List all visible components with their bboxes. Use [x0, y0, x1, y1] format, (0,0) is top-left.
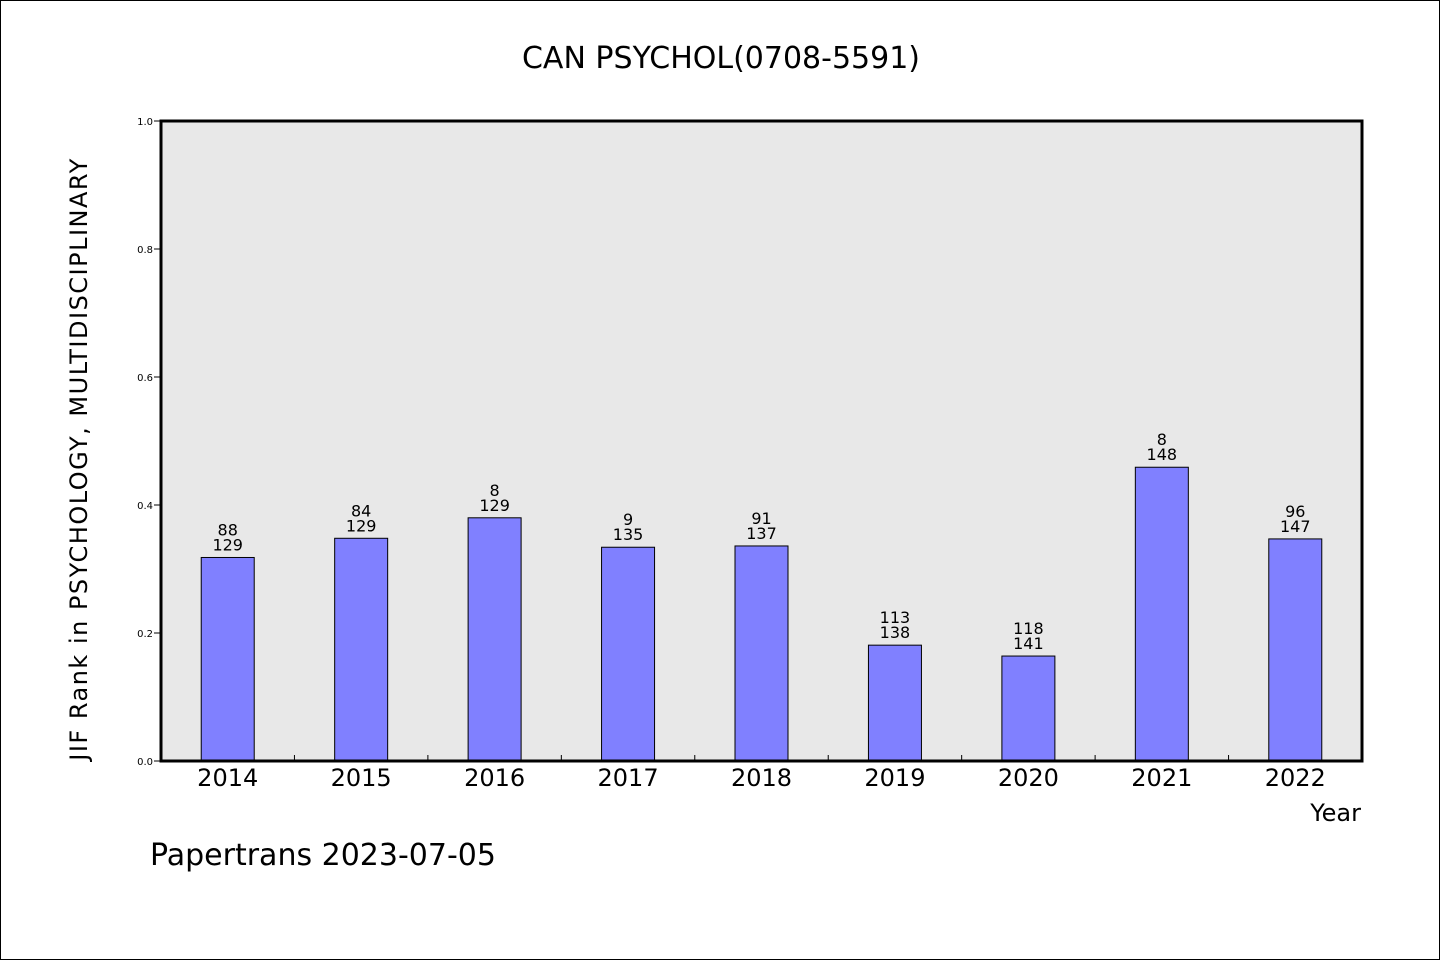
bar-2019 — [867, 644, 922, 762]
y-tick-label: 1.0 — [137, 117, 153, 128]
bar-label-total: 129 — [346, 516, 377, 535]
bar-2015 — [334, 537, 389, 762]
bar-label-rank: 118 — [1013, 619, 1044, 638]
x-tick-label: 2021 — [1131, 764, 1192, 792]
x-axis-label: Year — [1309, 799, 1361, 827]
plot-border — [159, 119, 1364, 763]
bar-label-total: 135 — [613, 525, 644, 544]
bar-2016 — [467, 517, 522, 762]
bar-label-rank: 113 — [880, 608, 911, 627]
x-tick-label: 2016 — [464, 764, 525, 792]
chart-title: CAN PSYCHOL(0708-5591) — [522, 41, 920, 76]
y-tick-label: 0.2 — [137, 629, 153, 640]
bar-label-rank: 91 — [751, 509, 771, 528]
y-tick-label: 0.4 — [137, 501, 153, 512]
x-tick-label: 2017 — [598, 764, 659, 792]
bar-2021 — [1134, 466, 1189, 762]
bars-group — [200, 466, 1323, 762]
x-tick-label: 2020 — [998, 764, 1059, 792]
y-axis-label: JIF Rank in PSYCHOLOGY, MULTIDISCIPLINAR… — [65, 157, 93, 762]
bar-2022 — [1268, 538, 1323, 762]
bar-2018 — [734, 545, 789, 762]
bar-label-rank: 8 — [490, 481, 500, 500]
bar-label-total: 147 — [1280, 517, 1311, 536]
bar-2017 — [601, 546, 656, 762]
x-tick-label: 2022 — [1265, 764, 1326, 792]
bar-label-total: 148 — [1147, 445, 1178, 464]
footer-credit: Papertrans 2023-07-05 — [150, 838, 496, 873]
x-tick-label: 2019 — [864, 764, 925, 792]
bar-2020 — [1001, 655, 1056, 762]
y-tick-label: 0.6 — [137, 373, 153, 384]
y-tick-label: 0.0 — [137, 757, 153, 768]
y-tick-label: 0.8 — [137, 245, 153, 256]
bar-label-rank: 9 — [623, 510, 633, 529]
bar-label-total: 137 — [746, 524, 777, 543]
bar-label-total: 129 — [479, 496, 510, 515]
bar-label-rank: 8 — [1157, 430, 1167, 449]
x-tick-labels-group: 2014 2015 2016 2017 2018 2019 2020 2021 2022 — [197, 764, 1326, 792]
x-tick-label: 2015 — [331, 764, 392, 792]
bar-label-total: 141 — [1013, 634, 1044, 653]
bar-label-rank: 88 — [218, 520, 238, 539]
x-tick-label: 2014 — [197, 764, 258, 792]
bar-label-total: 138 — [880, 623, 911, 642]
bar-label-total: 129 — [212, 535, 243, 554]
bar-label-rank: 84 — [351, 501, 371, 520]
x-tick-label: 2018 — [731, 764, 792, 792]
bar-2014 — [200, 556, 255, 762]
bar-label-rank: 96 — [1285, 502, 1305, 521]
